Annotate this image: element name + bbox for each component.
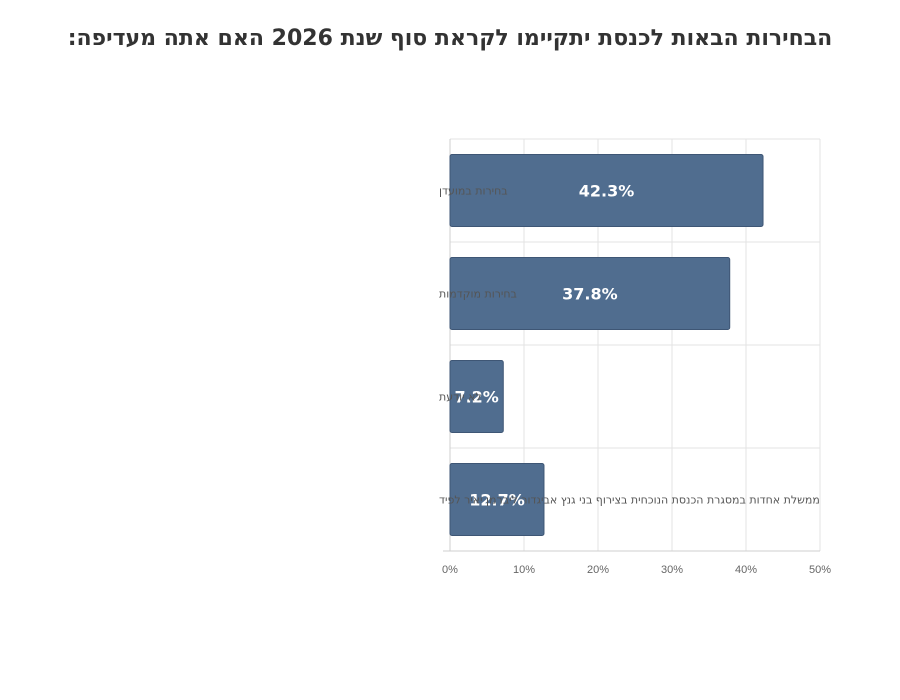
x-tick-label: 40% bbox=[735, 564, 757, 576]
x-tick-label: 30% bbox=[661, 564, 683, 576]
x-tick-label: 0% bbox=[442, 564, 458, 576]
category-label: בחירות במועדן bbox=[439, 185, 508, 198]
bar-value-label: 42.3% bbox=[579, 182, 635, 201]
x-tick-label: 10% bbox=[513, 564, 535, 576]
category-label: לא יודעת bbox=[439, 391, 482, 404]
chart-title: הבחירות הבאות לכנסת יתקיימו לקראת סוף שנ… bbox=[67, 26, 833, 51]
bar bbox=[449, 154, 764, 227]
bar-value-label: 7.2% bbox=[454, 388, 498, 407]
bar bbox=[449, 360, 504, 433]
bar bbox=[449, 463, 545, 536]
x-tick-label: 50% bbox=[809, 564, 831, 576]
bar bbox=[449, 257, 731, 330]
bar-value-label: 37.8% bbox=[562, 285, 618, 304]
x-tick-label: 20% bbox=[587, 564, 609, 576]
bar-value-label: 12.7% bbox=[469, 491, 525, 510]
category-label: ממשלת אחדות במסגרת הכנסת הנוכחית בצירוף … bbox=[439, 494, 820, 507]
category-label: בחירות מוקדמות bbox=[439, 288, 517, 301]
